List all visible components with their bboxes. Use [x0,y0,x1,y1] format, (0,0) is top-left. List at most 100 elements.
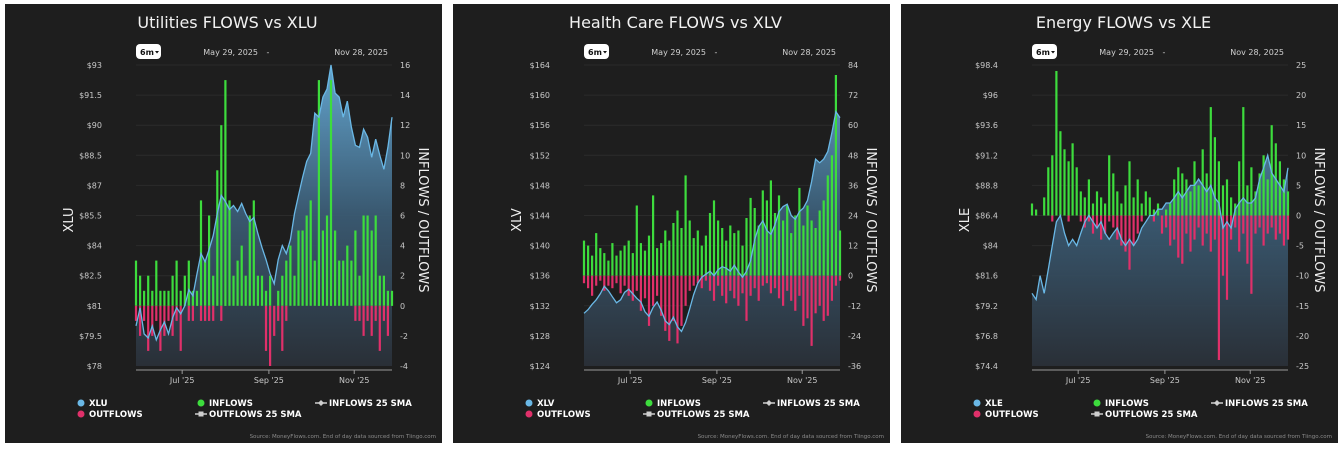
legend-label[interactable]: INFLOWS [1105,399,1149,409]
inflow-bar [334,230,337,306]
legend-label[interactable]: INFLOWS 25 SMA [777,399,860,409]
legend-square-marker-icon [1094,411,1100,417]
legend-inflows[interactable]: INFLOWS [645,399,701,409]
legend-label[interactable]: OUTFLOWS [985,410,1039,420]
outflow-bar [151,305,154,336]
right-tick-label: 8 [400,181,405,190]
legend-label[interactable]: XLU [89,399,108,409]
left-tick-label: $96 [983,91,998,100]
right-tick-label: -36 [848,362,861,371]
left-tick-label: $86.4 [975,212,998,221]
x-tick-label: Jul '25 [1065,376,1091,385]
period-dropdown-button[interactable]: 6m [136,44,161,59]
outflow-bar [1246,215,1249,264]
inflow-bar [321,230,324,306]
outflow-bar [656,275,659,296]
legend-label[interactable]: XLV [537,399,555,409]
inflow-bar [147,275,150,306]
legend-label[interactable]: INFLOWS [209,399,253,409]
legend-price[interactable]: XLV [525,399,555,409]
inflow-bar [134,260,138,306]
date-to[interactable]: Nov 28, 2025 [1230,48,1284,57]
inflow-bar [619,250,622,276]
legend-inflows[interactable]: INFLOWS [1093,399,1149,409]
legend-outflows[interactable]: OUTFLOWS [973,410,1039,420]
inflow-bar [668,240,671,276]
left-tick-label: $85.5 [79,212,102,221]
period-button-label[interactable]: 6m [140,48,154,57]
legend-label[interactable]: XLE [985,399,1003,409]
legend-outflows-sma[interactable]: OUTFLOWS 25 SMA [195,410,302,420]
legend-label[interactable]: OUTFLOWS 25 SMA [209,410,302,420]
date-to[interactable]: Nov 28, 2025 [782,48,836,57]
outflow-bar [652,275,655,306]
outflow-bar [818,275,821,306]
x-tick-label: Sep '25 [254,376,284,385]
legend-label[interactable]: OUTFLOWS [89,410,143,420]
inflow-bar [794,215,797,276]
inflow-bar [1201,149,1204,216]
outflow-bar [660,275,663,316]
legend-label[interactable]: OUTFLOWS 25 SMA [1105,410,1198,420]
period-dropdown-button[interactable]: 6m [584,44,609,59]
period-button-bg [136,44,161,59]
legend-inflows-sma[interactable]: INFLOWS 25 SMA [315,399,412,409]
chart-panel-health-care: Health Care FLOWS vs XLV 6m May 29, 2025- N… [453,4,890,443]
inflow-bar [656,248,659,276]
outflow-bar [1152,215,1155,222]
date-from[interactable]: May 29, 2025 [651,48,706,57]
legend-outflows[interactable]: OUTFLOWS [77,410,143,420]
outflow-bar [378,305,381,351]
inflow-bar [1148,197,1151,216]
outflow-bar [834,275,837,286]
inflow-bar [167,290,170,306]
legend-inflows[interactable]: INFLOWS [197,399,253,409]
inflow-bar [212,275,215,306]
right-tick-label: 36 [848,181,858,190]
legend-dot-icon [525,410,533,418]
period-button-label[interactable]: 6m [1036,48,1050,57]
outflow-bar [374,305,377,321]
legend-inflows-sma[interactable]: INFLOWS 25 SMA [763,399,860,409]
outflow-bar [692,275,695,286]
legend-label[interactable]: INFLOWS 25 SMA [329,399,412,409]
legend-label[interactable]: INFLOWS 25 SMA [1225,399,1308,409]
inflow-bar [309,200,312,306]
legend-label[interactable]: OUTFLOWS [537,410,591,420]
outflow-bar [155,305,158,321]
right-tick-label: 15 [1296,121,1306,130]
right-tick-label: 4 [400,242,405,251]
outflow-bar [1266,215,1269,234]
outflow-bar [611,275,614,289]
legend-inflows-sma[interactable]: INFLOWS 25 SMA [1211,399,1308,409]
date-from[interactable]: May 29, 2025 [203,48,258,57]
outflow-bar [757,275,760,301]
legend-label[interactable]: INFLOWS [657,399,701,409]
inflow-bar [749,197,752,276]
legend-outflows-sma[interactable]: OUTFLOWS 25 SMA [1091,410,1198,420]
inflow-bar [810,220,813,276]
inflow-bar [692,238,695,276]
legend-outflows[interactable]: OUTFLOWS [525,410,591,420]
outflow-bar [1258,215,1261,228]
inflow-bar [264,290,268,306]
period-dropdown-button[interactable]: 6m [1032,44,1057,59]
inflow-bar [1266,179,1269,216]
legend-price[interactable]: XLE [973,399,1003,409]
period-button-label[interactable]: 6m [588,48,602,57]
inflow-bar [582,240,586,276]
legend-price[interactable]: XLU [77,399,108,409]
date-to[interactable]: Nov 28, 2025 [334,48,388,57]
outflow-bar [1112,215,1115,228]
inflow-bar [599,248,602,276]
inflow-bar [639,243,642,276]
left-tick-label: $132 [530,302,550,311]
outflow-bar [765,275,768,284]
date-from[interactable]: May 29, 2025 [1099,48,1154,57]
inflow-bar [1254,191,1257,216]
legend-outflows-sma[interactable]: OUTFLOWS 25 SMA [643,410,750,420]
right-tick-label: 84 [848,61,858,70]
x-tick-label: Nov '25 [339,376,370,385]
inflow-bar [143,290,146,306]
legend-label[interactable]: OUTFLOWS 25 SMA [657,410,750,420]
